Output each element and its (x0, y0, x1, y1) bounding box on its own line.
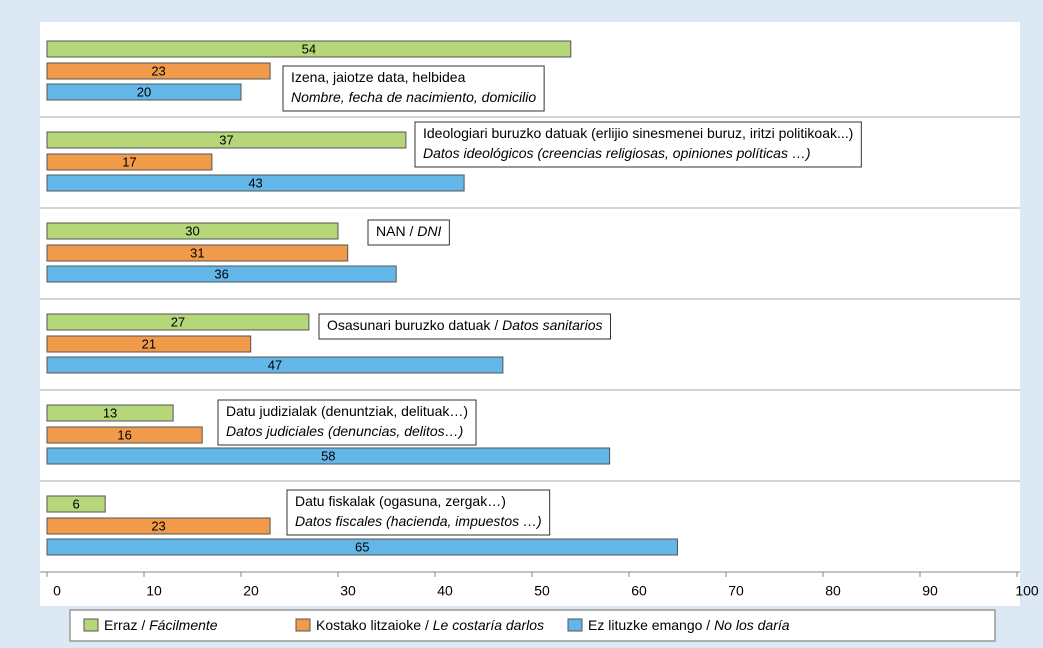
value-label: 21 (142, 336, 156, 351)
value-label: 31 (190, 245, 204, 260)
bar (46, 62, 271, 80)
bar (46, 517, 271, 535)
value-label: 36 (214, 266, 228, 281)
x-tick-label: 20 (243, 583, 259, 599)
value-label: 23 (151, 518, 165, 533)
value-label: 13 (103, 405, 117, 420)
value-label: 54 (302, 41, 316, 56)
legend-swatch (83, 618, 99, 632)
bar (46, 313, 310, 331)
legend-box (69, 609, 996, 642)
category-box (217, 399, 477, 446)
value-label: 6 (72, 496, 79, 511)
category-label: Datu judizialak (denuntziak, delituak…) (226, 403, 468, 419)
value-label: 17 (122, 154, 136, 169)
x-tick-label: 40 (437, 583, 453, 599)
value-label: 30 (185, 223, 199, 238)
value-label: 20 (137, 84, 151, 99)
bar (46, 153, 213, 171)
x-tick-label: 80 (825, 583, 841, 599)
category-label: Datu fiskalak (ogasuna, zergak…) (295, 493, 506, 509)
value-label: 47 (268, 357, 282, 372)
value-label: 37 (219, 132, 233, 147)
bar (46, 335, 252, 353)
bar (46, 447, 611, 465)
x-tick-label: 30 (340, 583, 356, 599)
bar (46, 495, 106, 513)
legend-swatch (567, 618, 583, 632)
category-box (318, 313, 611, 340)
x-tick-label: 50 (534, 583, 550, 599)
bar (46, 426, 203, 444)
value-label: 65 (355, 539, 369, 554)
category-label: NAN / DNI (376, 223, 441, 239)
bar (46, 222, 339, 240)
legend-label: Ez lituzke emango / No los daría (588, 617, 790, 633)
value-label: 43 (248, 175, 262, 190)
category-box (367, 219, 450, 246)
bar (46, 538, 678, 556)
category-label: Izena, jaiotze data, helbidea (291, 69, 466, 85)
x-tick-label: 10 (146, 583, 162, 599)
legend-label: Erraz / Fácilmente (104, 617, 218, 633)
x-tick-label: 70 (728, 583, 744, 599)
value-label: 58 (321, 448, 335, 463)
category-box (282, 65, 545, 112)
value-label: 16 (117, 427, 131, 442)
bar (46, 131, 407, 149)
category-label: Datos judiciales (denuncias, delitos…) (226, 423, 463, 439)
category-box (414, 121, 862, 168)
category-box (286, 489, 551, 536)
category-label: Ideologiari buruzko datuak (erlijio sine… (423, 125, 853, 141)
value-label: 27 (171, 314, 185, 329)
x-tick-label: 0 (53, 583, 61, 599)
value-label: 23 (151, 63, 165, 78)
x-tick-label: 90 (922, 583, 938, 599)
bar (46, 265, 397, 283)
bar (46, 404, 174, 422)
bar (46, 40, 572, 58)
category-label: Osasunari buruzko datuak / Datos sanitar… (327, 317, 603, 333)
bar (46, 356, 504, 374)
category-label: Datos fiscales (hacienda, impuestos …) (295, 513, 542, 529)
x-tick-label: 60 (631, 583, 647, 599)
bar (46, 83, 242, 101)
bar (46, 244, 349, 262)
legend-label: Kostako litzaioke / Le costaría darlos (316, 617, 544, 633)
category-label: Nombre, fecha de nacimiento, domicilio (291, 89, 536, 105)
category-label: Datos ideológicos (creencias religiosas,… (423, 145, 811, 161)
legend-swatch (295, 618, 311, 632)
bar (46, 174, 465, 192)
x-tick-label: 100 (1015, 583, 1039, 599)
